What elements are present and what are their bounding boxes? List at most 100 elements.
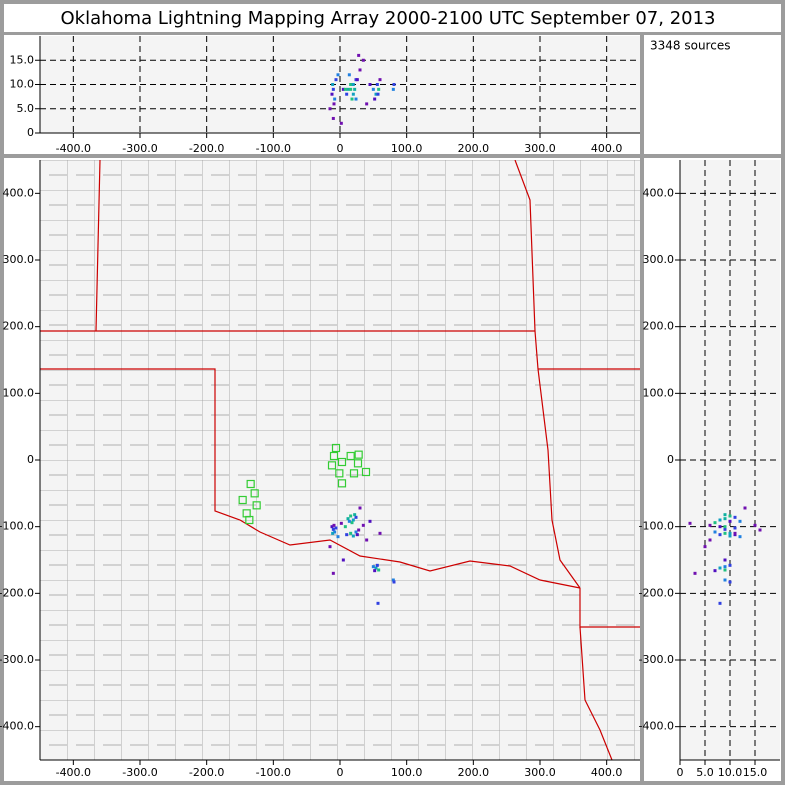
source-point bbox=[718, 566, 722, 570]
x-tick-label: 200.0 bbox=[458, 766, 490, 779]
source-point bbox=[331, 531, 335, 535]
y-tick-label: 0 bbox=[27, 126, 34, 139]
source-point bbox=[738, 519, 742, 523]
y-tick-label: -200.0 bbox=[0, 586, 34, 599]
x-tick-label: 100.0 bbox=[391, 766, 423, 779]
station bbox=[361, 467, 371, 477]
source-point bbox=[349, 531, 353, 535]
source-point bbox=[392, 580, 396, 584]
source-point bbox=[334, 526, 338, 530]
source-point bbox=[371, 565, 375, 569]
y-tick-label: 200.0 bbox=[3, 320, 35, 333]
source-point bbox=[728, 580, 732, 584]
source-point bbox=[728, 563, 732, 567]
source-point bbox=[349, 83, 353, 86]
source-point bbox=[343, 525, 347, 529]
title-box bbox=[4, 4, 781, 32]
source-point bbox=[341, 558, 345, 562]
info-panel bbox=[644, 35, 781, 154]
source-point bbox=[343, 87, 347, 91]
source-point bbox=[341, 87, 345, 91]
station bbox=[335, 469, 344, 478]
source-point bbox=[723, 531, 727, 535]
source-point bbox=[713, 521, 717, 525]
source-point bbox=[339, 121, 343, 125]
source-point bbox=[728, 519, 732, 523]
source-point bbox=[351, 83, 355, 86]
source-point bbox=[718, 518, 722, 522]
source-point bbox=[349, 514, 353, 518]
y-tick-label: -300.0 bbox=[0, 653, 34, 666]
source-point bbox=[346, 517, 350, 521]
source-count: 3348 sources bbox=[650, 39, 730, 53]
source-point bbox=[738, 535, 742, 539]
source-point bbox=[351, 534, 355, 538]
source-point bbox=[391, 87, 395, 91]
y-tick-label: 200.0 bbox=[643, 320, 675, 333]
station bbox=[346, 451, 355, 461]
station bbox=[353, 459, 363, 468]
station bbox=[252, 501, 261, 510]
source-point bbox=[346, 87, 350, 91]
source-point bbox=[328, 107, 332, 111]
source-point bbox=[354, 530, 358, 534]
x-tick-label: -100.0 bbox=[256, 766, 291, 779]
x-tick-label: 100.0 bbox=[391, 142, 423, 155]
source-point bbox=[347, 519, 351, 523]
x-tick-label: 0 bbox=[677, 766, 684, 779]
source-point bbox=[347, 73, 351, 77]
source-point bbox=[331, 571, 335, 575]
station bbox=[246, 479, 255, 489]
x-tick-label: -200.0 bbox=[189, 766, 224, 779]
source-point bbox=[718, 533, 722, 537]
y-tick-label: -400.0 bbox=[0, 720, 34, 733]
source-point bbox=[723, 517, 727, 521]
station bbox=[337, 457, 347, 467]
source-point bbox=[718, 601, 722, 605]
source-point bbox=[345, 92, 349, 96]
source-point bbox=[358, 506, 362, 510]
source-point bbox=[758, 528, 762, 532]
source-point bbox=[688, 521, 692, 525]
source-point bbox=[743, 506, 747, 510]
source-point bbox=[723, 558, 727, 562]
source-point bbox=[365, 102, 369, 106]
source-point bbox=[376, 601, 380, 605]
x-tick-label: 200.0 bbox=[458, 142, 490, 155]
source-point bbox=[350, 97, 354, 101]
source-point bbox=[375, 83, 379, 86]
source-point bbox=[339, 521, 343, 525]
x-tick-label: 5.0 bbox=[696, 766, 714, 779]
source-point bbox=[708, 538, 712, 542]
y-tick-label: 300.0 bbox=[643, 253, 675, 266]
x-tick-label: 400.0 bbox=[591, 142, 623, 155]
x-tick-label: -400.0 bbox=[56, 142, 91, 155]
station bbox=[250, 489, 259, 498]
source-point bbox=[708, 523, 712, 527]
source-point bbox=[351, 92, 355, 96]
source-point bbox=[374, 92, 378, 96]
source-point bbox=[349, 87, 353, 91]
county-lines bbox=[40, 160, 640, 760]
source-point bbox=[333, 530, 337, 534]
source-point bbox=[350, 521, 354, 525]
source-point bbox=[723, 513, 727, 517]
source-point bbox=[345, 533, 349, 537]
source-point bbox=[332, 102, 336, 106]
station bbox=[349, 469, 359, 478]
source-point bbox=[713, 569, 717, 573]
source-point bbox=[723, 568, 727, 572]
state-border bbox=[40, 368, 581, 589]
x-tick-label: 300.0 bbox=[524, 142, 556, 155]
source-point bbox=[368, 519, 372, 523]
source-point bbox=[723, 525, 727, 529]
state-border bbox=[514, 160, 581, 589]
y-tick-label: 5.0 bbox=[17, 102, 35, 115]
x-tick-label: -300.0 bbox=[122, 766, 157, 779]
station bbox=[245, 515, 254, 525]
source-point bbox=[368, 83, 372, 86]
source-point bbox=[392, 83, 396, 86]
x-tick-label: 0 bbox=[337, 142, 344, 155]
x-tick-label: 15.0 bbox=[743, 766, 768, 779]
source-point bbox=[377, 568, 381, 572]
